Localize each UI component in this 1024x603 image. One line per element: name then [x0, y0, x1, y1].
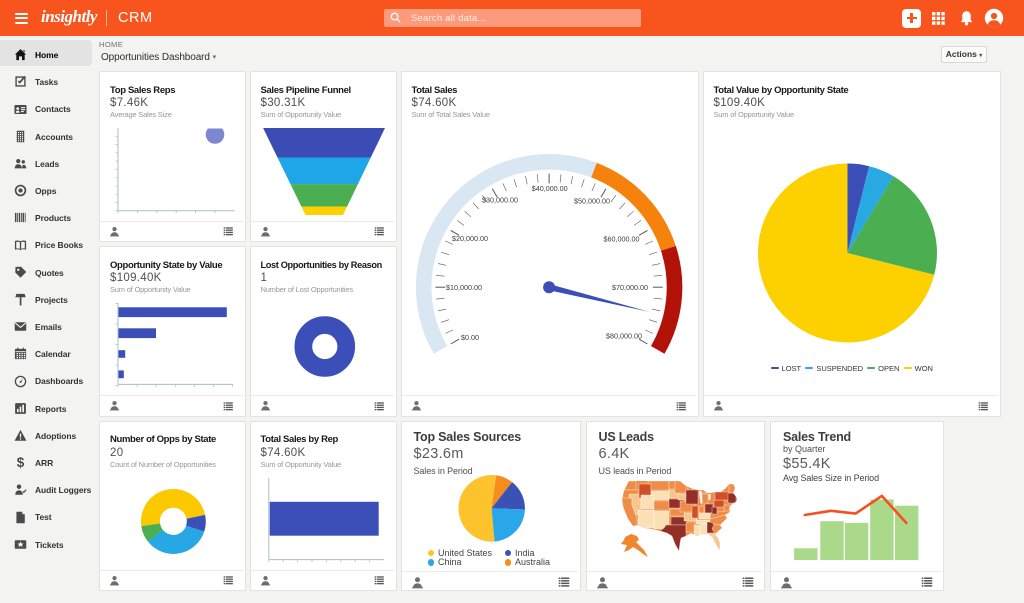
svg-text:$10,000.00: $10,000.00: [446, 283, 482, 292]
svg-text:$80,000.00: $80,000.00: [606, 331, 642, 340]
svg-text:$40,000.00: $40,000.00: [531, 184, 567, 193]
svg-text:$0.00: $0.00: [461, 333, 479, 342]
svg-text:$30,000.00: $30,000.00: [482, 195, 518, 204]
svg-text:$70,000.00: $70,000.00: [612, 283, 648, 292]
svg-text:$: $: [17, 456, 25, 469]
svg-text:$60,000.00: $60,000.00: [603, 234, 639, 243]
svg-text:$20,000.00: $20,000.00: [452, 234, 488, 243]
svg-text:$50,000.00: $50,000.00: [574, 196, 610, 205]
